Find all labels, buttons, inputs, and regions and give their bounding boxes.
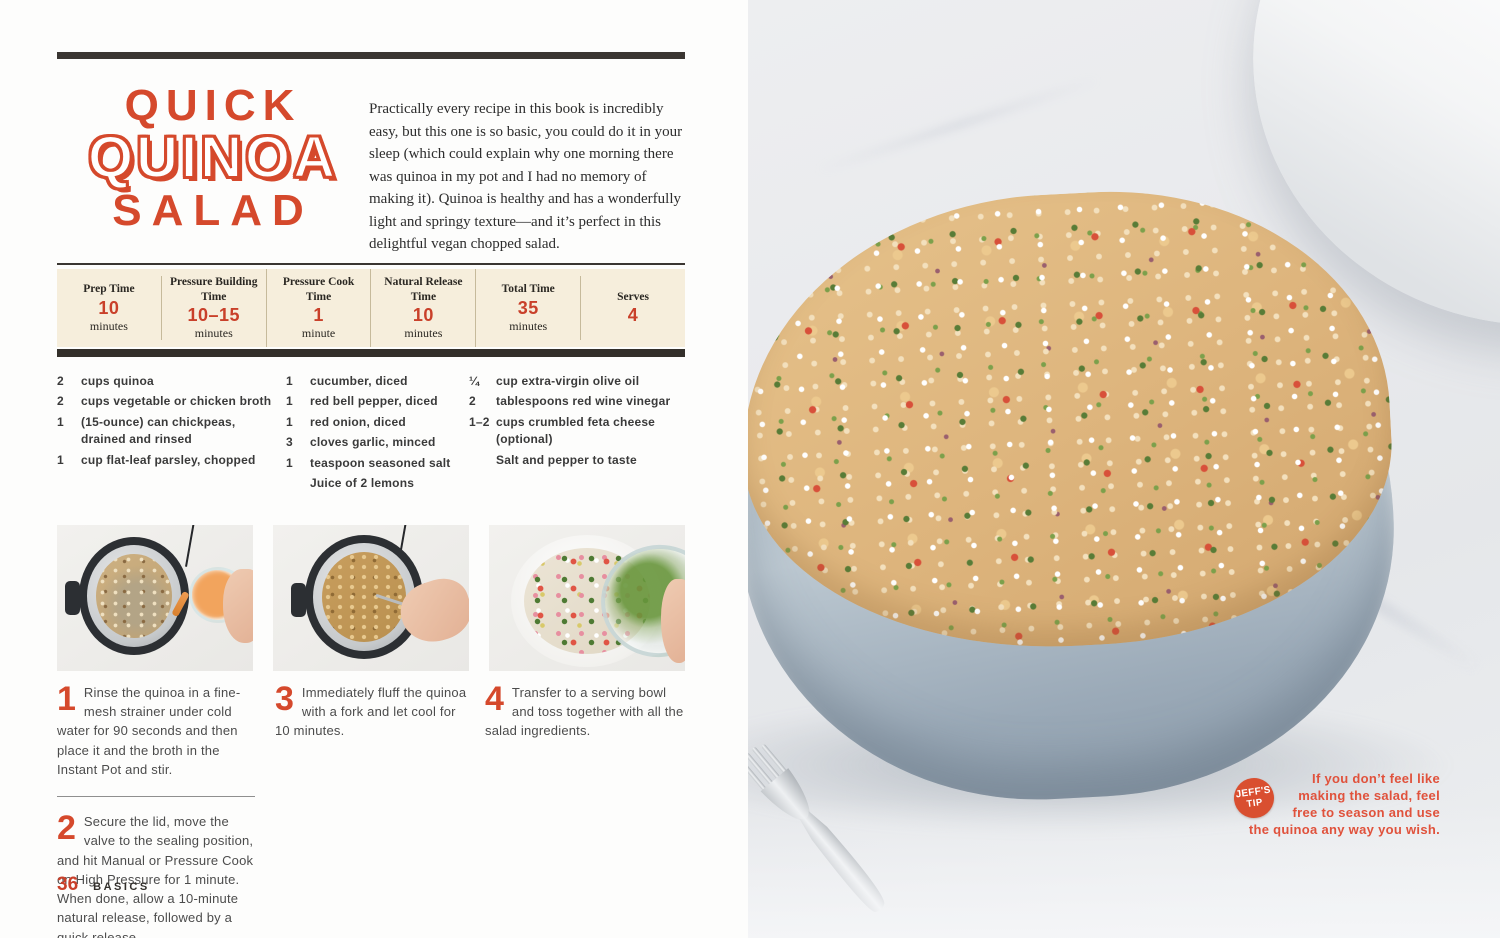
stat-serves: Serves 4 <box>617 290 650 326</box>
ingredient-item: ¼ cup extra-virgin olive oil <box>469 374 640 388</box>
recipe-title: QUICK QUINOA SALAD <box>57 82 369 256</box>
recipe-page: QUICK QUINOA SALAD Practically every rec… <box>0 0 748 938</box>
jeffs-tip: JEFF'S TIP If you don’t feel like making… <box>1231 770 1440 838</box>
page-number: 36 <box>57 874 79 895</box>
section-label: BASICS <box>93 881 150 893</box>
instruction-column-1: 1 Rinse the quinoa in a fine-mesh strain… <box>57 680 261 938</box>
step-4: 4 Transfer to a serving bowl and toss to… <box>485 680 684 739</box>
title-line-quinoa: QUINOA <box>87 125 338 190</box>
step-1: 1 Rinse the quinoa in a fine-mesh strain… <box>57 680 241 777</box>
ingredient-item: 3 cloves garlic, minced <box>286 435 436 450</box>
stat-pressure-cook-time: Pressure Cook Time 1 minute <box>267 269 372 347</box>
step-photo-rinse-and-pour <box>57 525 253 671</box>
ingredient-column-2: 1 cucumber, diced 1 red bell pepper, diced… <box>286 373 464 495</box>
instruction-column-2: 3 Immediately fluff the quinoa with a fo… <box>275 680 471 938</box>
cooked-quinoa-in-pot <box>322 552 406 642</box>
instant-pot <box>305 535 423 659</box>
stat-natural-release-time: Natural Release Time 10 minutes <box>371 269 477 347</box>
ingredient-item: 1 red bell pepper, diced <box>286 394 438 409</box>
ingredient-column-1: 2 cups quinoa 2 cups vegetable or chicken … <box>57 373 281 495</box>
hand <box>223 569 253 643</box>
ingredient-item: 1 cup flat-leaf parsley, chopped <box>57 452 256 467</box>
title-line-quick: QUICK <box>124 81 302 130</box>
instruction-column-3: 4 Transfer to a serving bowl and toss to… <box>485 680 685 938</box>
salad-photo: JEFF'S TIP If you don’t feel like making… <box>748 0 1500 938</box>
recipe-intro: Practically every recipe in this book is… <box>369 101 683 252</box>
marble-vein <box>813 73 1103 177</box>
ingredient-item: 1–2 cups crumbled feta cheese (optional) <box>469 414 656 447</box>
step-photo-combine <box>489 525 685 671</box>
power-cord <box>185 525 195 567</box>
stat-total-time: Total Time 35 minutes <box>476 276 582 340</box>
step-divider <box>57 796 255 798</box>
page-footer: 36 BASICS <box>57 874 150 896</box>
ingredient-item: 1 red onion, diced <box>286 414 406 429</box>
quinoa-in-pot <box>96 554 172 638</box>
ingredient-item: 1 (15-ounce) can chickpeas, drained and r… <box>57 414 236 447</box>
step-2: 2 Secure the lid, move the valve to the … <box>57 809 254 938</box>
ingredient-item: Juice of 2 lemons <box>310 475 415 490</box>
ingredient-item: 2 tablespoons red wine vinegar <box>469 394 671 409</box>
hand <box>661 579 685 663</box>
ingredient-item: 1 teaspoon seasoned salt <box>286 455 451 470</box>
instructions: 1 Rinse the quinoa in a fine-mesh strain… <box>57 680 689 938</box>
ingredient-item: 2 cups quinoa <box>57 374 154 388</box>
stat-pressure-building-time: Pressure Building Time 10–15 minutes <box>162 269 267 347</box>
bottom-rule <box>57 349 685 357</box>
stat-prep-time: Prep Time 10 minutes <box>57 276 162 340</box>
step-photo-fluff <box>273 525 469 671</box>
tabletop-highlight <box>748 798 1500 938</box>
ingredient-item: 2 cups vegetable or chicken broth <box>57 394 272 409</box>
ingredient-item: 1 cucumber, diced <box>286 374 408 388</box>
instant-pot <box>79 537 189 655</box>
ingredient-list: 2 cups quinoa 2 cups vegetable or chicken … <box>57 373 689 495</box>
top-rule <box>57 52 685 59</box>
recipe-stats-band: Prep Time 10 minutes Pressure Building T… <box>57 263 685 347</box>
step-photos <box>57 525 685 671</box>
step-3: 3 Immediately fluff the quinoa with a fo… <box>275 680 467 739</box>
ingredient-column-3: ¼ cup extra-virgin olive oil 2 tablespoons… <box>469 373 685 495</box>
title-line-salad: SALAD <box>112 186 314 236</box>
ingredient-item: Salt and pepper to taste <box>496 452 637 467</box>
jeffs-tip-text: If you don’t feel like making the salad,… <box>1248 771 1440 837</box>
recipe-header: QUICK QUINOA SALAD Practically every rec… <box>57 82 685 256</box>
